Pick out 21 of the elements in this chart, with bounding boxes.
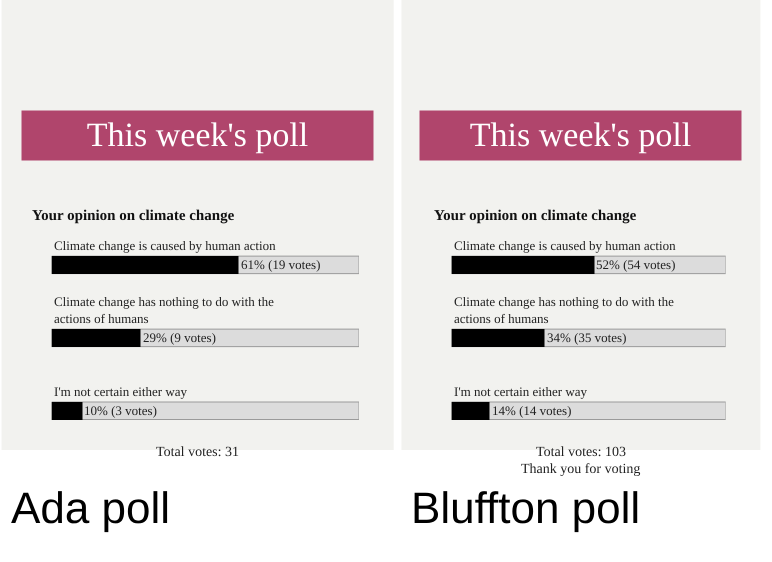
data-label: 10% (3 votes) bbox=[84, 403, 157, 418]
chart-title: This week's poll bbox=[470, 117, 692, 154]
text: Total votes: 103 bbox=[536, 445, 626, 460]
chart-subtitle: Your opinion on climate change bbox=[32, 208, 235, 224]
category-label: Climate change is caused by human action bbox=[54, 238, 276, 253]
text: Ada poll bbox=[11, 484, 170, 533]
text: Total votes: 31 bbox=[156, 445, 240, 460]
text: Bluffton poll bbox=[411, 484, 640, 533]
data-label: 61% (19 votes) bbox=[241, 257, 320, 272]
category-label: I'm not certain either way bbox=[454, 384, 588, 399]
category-label: Climate change has nothing to do with the actions of humans bbox=[454, 294, 674, 326]
category-label: Climate change is caused by human action bbox=[454, 238, 676, 253]
chart-title: This week's poll bbox=[86, 117, 308, 154]
data-label: 34% (35 votes) bbox=[547, 330, 626, 345]
text: Thank you for voting bbox=[521, 462, 640, 477]
data-label: 14% (14 votes) bbox=[492, 403, 572, 418]
chart-subtitle: Your opinion on climate change bbox=[434, 208, 637, 224]
data-label: 52% (54 votes) bbox=[596, 257, 676, 272]
data-label: 29% (9 votes) bbox=[143, 330, 216, 345]
category-label: I'm not certain either way bbox=[54, 384, 188, 399]
category-label: Climate change has nothing to do with the actions of humans bbox=[54, 294, 274, 326]
